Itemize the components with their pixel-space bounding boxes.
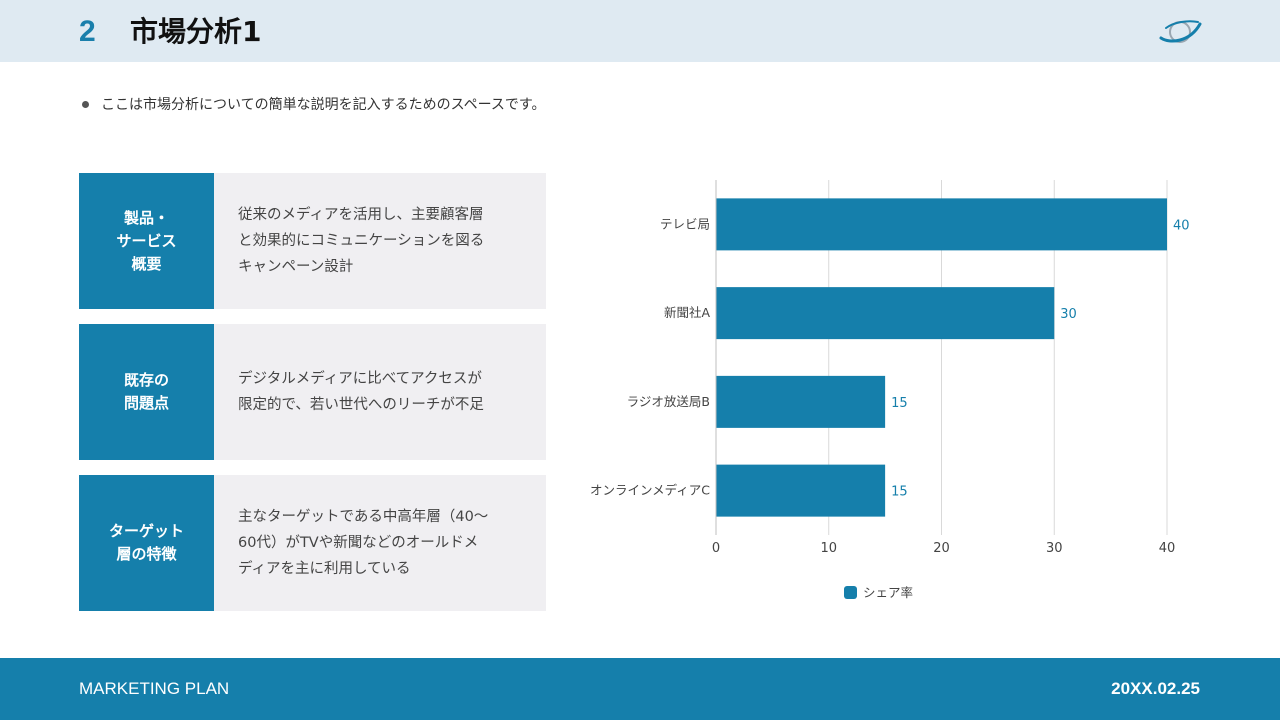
card-text: 従来のメディアを活用し、主要顧客層 と効果的にコミュニケーションを図る キャンペ… (214, 173, 546, 309)
card-label: ターゲット 層の特徴 (79, 475, 214, 611)
x-tick-label: 30 (1046, 541, 1063, 556)
footer-date: 20XX.02.25 (1111, 679, 1200, 698)
card-text: デジタルメディアに比べてアクセスが 限定的で、若い世代へのリーチが不足 (214, 324, 546, 460)
data-label: 30 (1060, 307, 1077, 322)
description-bullet: ここは市場分析についての簡単な説明を記入するためのスペースです。 (82, 92, 546, 116)
card-label: 既存の 問題点 (79, 324, 214, 460)
page-title: 市場分析1 (130, 15, 262, 48)
bullet-dot (82, 100, 89, 108)
y-category-label: オンラインメディアC (590, 483, 710, 498)
description-text: ここは市場分析についての簡単な説明を記入するためのスペースです。 (101, 97, 546, 113)
y-category-label: 新聞社A (664, 305, 711, 320)
data-label: 15 (891, 485, 908, 500)
legend-label: シェア率 (863, 585, 913, 600)
card-existing-issues: 既存の 問題点 デジタルメディアに比べてアクセスが 限定的で、若い世代へのリーチ… (79, 324, 546, 460)
y-category-label: ラジオ放送局B (627, 394, 710, 409)
card-label: 製品・ サービス 概要 (79, 173, 214, 309)
card-product-overview: 製品・ サービス 概要 従来のメディアを活用し、主要顧客層 と効果的にコミュニケ… (79, 173, 546, 309)
x-tick-label: 40 (1159, 541, 1176, 556)
slide-header: 2 市場分析1 (0, 0, 1280, 62)
footer-title: MARKETING PLAN (79, 679, 230, 698)
card-target-features: ターゲット 層の特徴 主なターゲットである中高年層（40〜 60代）がTVや新聞… (79, 475, 546, 611)
y-category-label: テレビ局 (660, 216, 710, 231)
data-label: 40 (1173, 218, 1190, 233)
x-tick-label: 0 (712, 541, 720, 556)
share-bar-chart: 0 10 20 30 40 テレビ局 40 新聞社A 30 ラジオ放送局B 15 オンラインメディアC… (590, 180, 1190, 600)
x-tick-label: 20 (933, 541, 950, 556)
section-number: 2 (79, 15, 96, 48)
legend-swatch (844, 586, 857, 599)
bar (716, 287, 1055, 340)
bar (716, 464, 886, 517)
globe-swoosh-icon (1159, 20, 1202, 43)
bar (716, 375, 886, 428)
slide-footer: MARKETING PLAN 20XX.02.25 (0, 658, 1280, 720)
data-label: 15 (891, 396, 908, 411)
x-tick-label: 10 (820, 541, 837, 556)
bar (716, 198, 1167, 251)
card-text: 主なターゲットである中高年層（40〜 60代）がTVや新聞などのオールドメ ディ… (214, 475, 546, 611)
